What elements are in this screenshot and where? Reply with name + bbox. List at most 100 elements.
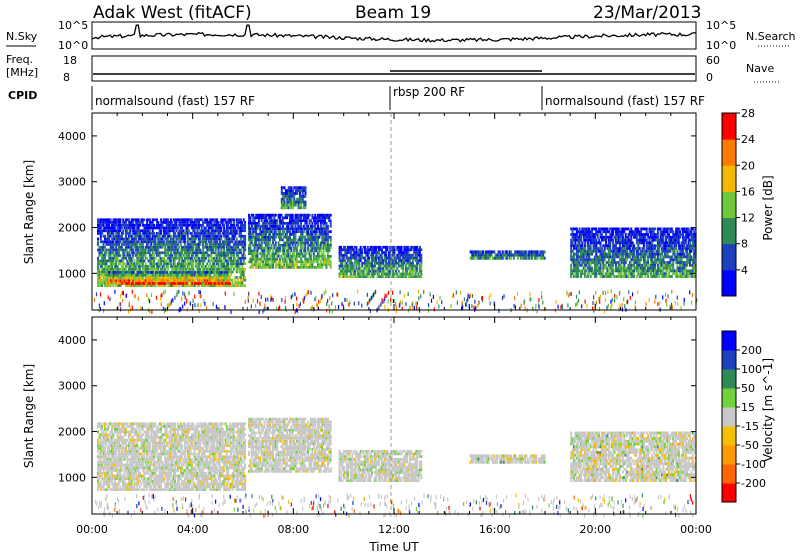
echo-cell — [275, 266, 277, 269]
echo-cell — [142, 262, 144, 265]
echo-cell — [216, 240, 218, 243]
echo-cell — [218, 265, 220, 268]
echo-cell — [236, 249, 238, 252]
echo-cell — [621, 264, 623, 267]
echo-cell — [215, 232, 217, 235]
echo-cell — [236, 229, 238, 232]
echo-cell — [184, 235, 186, 238]
echo-cell — [305, 189, 307, 192]
echo-cell — [167, 238, 169, 241]
echo-cell — [351, 246, 353, 249]
echo-cell — [597, 236, 599, 239]
echo-cell — [318, 258, 320, 261]
echo-cell — [199, 243, 201, 246]
echo-cell — [128, 274, 130, 277]
echo-cell — [187, 235, 189, 238]
echo-cell — [611, 236, 613, 239]
echo-cell — [581, 264, 583, 267]
echo-cell — [261, 241, 263, 244]
echo-cell — [327, 233, 329, 236]
echo-cell — [320, 250, 322, 253]
echo-cell — [164, 268, 166, 271]
echo-cell — [410, 249, 412, 252]
echo-cell — [381, 254, 383, 257]
cpid-segment-3: normalsound (fast) 157 RF — [545, 94, 705, 108]
echo-cell — [395, 265, 397, 268]
echo-cell — [97, 243, 99, 246]
nsearch-label: N.Search — [746, 30, 796, 43]
echo-cell — [208, 257, 210, 260]
echo-cell — [143, 260, 145, 263]
echo-cell — [167, 268, 169, 271]
echo-cell — [293, 198, 295, 201]
echo-cell — [236, 232, 238, 235]
echo-cell — [244, 227, 246, 230]
echo-cell — [252, 266, 254, 269]
nsky-label: N.Sky — [6, 30, 38, 43]
echo-cell — [491, 254, 493, 257]
echo-cell — [232, 279, 234, 282]
echo-cell — [249, 244, 251, 247]
echo-cell — [637, 228, 639, 231]
echo-cell — [382, 267, 384, 270]
echo-cell — [360, 246, 362, 249]
echo-cell — [615, 244, 617, 247]
echo-cell — [215, 251, 217, 254]
echo-cell — [197, 279, 199, 282]
echo-cell — [328, 250, 330, 253]
echo-cell — [398, 270, 400, 273]
echo-cell — [283, 230, 285, 233]
echo-cell — [636, 236, 638, 239]
echo-cell — [344, 246, 346, 249]
echo-cell — [139, 232, 141, 235]
echo-cell — [633, 272, 635, 275]
echo-cell — [295, 233, 297, 236]
noise-top-tick-right: 10^5 — [706, 19, 736, 32]
echo-cell — [292, 206, 294, 209]
echo-cell — [157, 249, 159, 252]
echo-cell — [311, 214, 313, 217]
echo-cell — [328, 217, 330, 220]
echo-cell — [385, 259, 387, 262]
echo-cell — [187, 240, 189, 243]
echo-cell — [234, 279, 236, 282]
echo-cell — [166, 282, 168, 285]
echo-cell — [213, 262, 215, 265]
echo-cell — [387, 267, 389, 270]
echo-cell — [200, 282, 202, 285]
echo-cell — [111, 265, 113, 268]
echo-cell — [363, 270, 365, 273]
echo-cell — [257, 252, 259, 255]
echo-cell — [166, 271, 168, 274]
echo-cell — [244, 238, 246, 241]
echo-cell — [378, 273, 380, 276]
echo-cell — [600, 244, 602, 247]
echo-cell — [340, 246, 342, 249]
echo-cell — [324, 219, 326, 222]
echo-cell — [415, 273, 417, 276]
echo-cell — [285, 258, 287, 261]
echo-cell — [576, 228, 578, 231]
echo-cell — [584, 267, 586, 270]
echo-cell — [176, 246, 178, 249]
echo-cell — [595, 272, 597, 275]
echo-cell — [142, 271, 144, 274]
echo-cell — [222, 221, 224, 224]
echo-cell — [160, 232, 162, 235]
echo-cell — [118, 232, 120, 235]
echo-cell — [129, 254, 131, 257]
echo-cell — [597, 233, 599, 236]
echo-cell — [234, 235, 236, 238]
echo-cell — [205, 240, 207, 243]
echo-cell — [125, 235, 127, 238]
echo-cell — [607, 267, 609, 270]
echo-cell — [146, 221, 148, 224]
echo-cell — [502, 257, 504, 260]
echo-cell — [300, 250, 302, 253]
echo-cell — [351, 262, 353, 265]
echo-cell — [412, 254, 414, 257]
echo-cell — [602, 272, 604, 275]
echo-cell — [197, 229, 199, 232]
echo-cell — [105, 254, 107, 257]
echo-cell — [181, 251, 183, 254]
